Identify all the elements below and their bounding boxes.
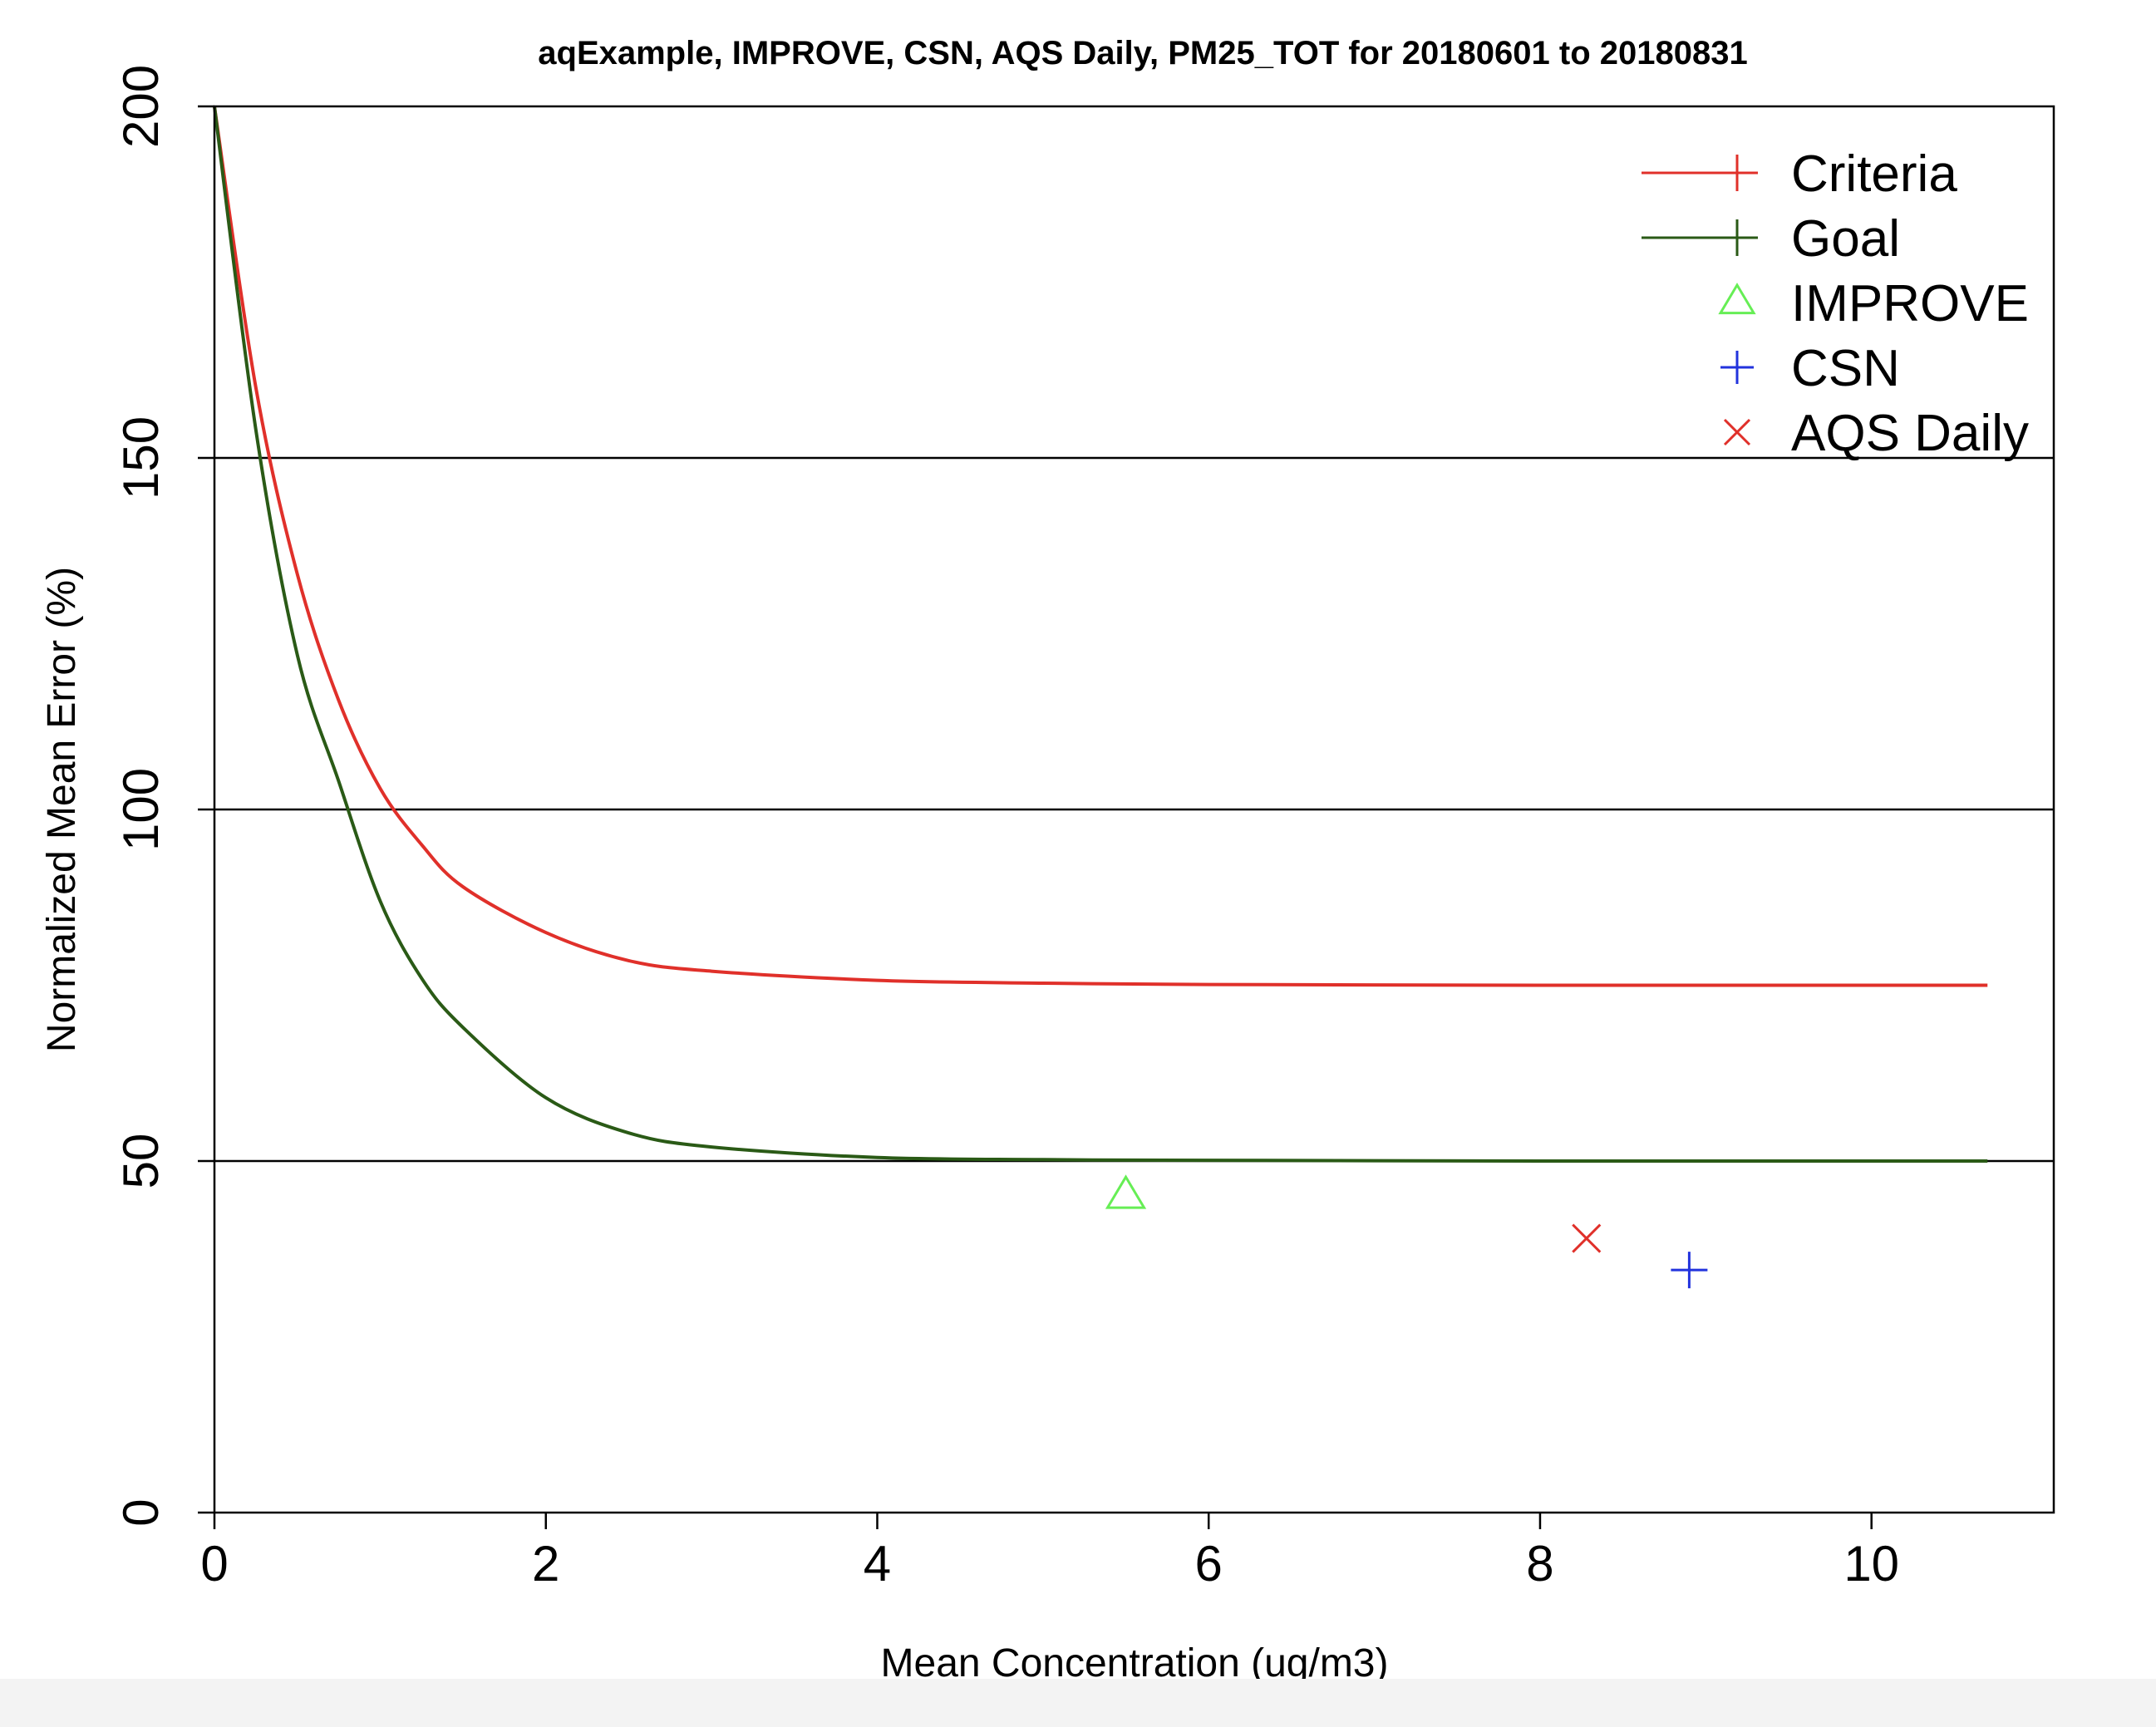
y-tick-label-0: 0 [113, 1498, 169, 1526]
legend: Criteria Goal IMPROVE CSN AQS Daily [1642, 145, 2029, 462]
legend-symbol-csn [1720, 351, 1754, 384]
x-tick-label-2: 2 [532, 1536, 559, 1592]
y-tick-label-150: 150 [113, 416, 169, 499]
legend-item-aqs-daily: AQS Daily [1723, 405, 2029, 462]
legend-label-goal: Goal [1791, 210, 1900, 268]
x-tick-label-8: 8 [1526, 1536, 1553, 1592]
curve-criteria [213, 106, 1988, 987]
y-tick-label-50: 50 [113, 1134, 169, 1189]
x-tick-label-0: 0 [200, 1536, 228, 1592]
data-points [1105, 1174, 1708, 1289]
y-axis: 0 50 100 150 200 [113, 65, 214, 1527]
point-aqs-daily [1572, 1223, 1602, 1253]
x-tick-label-4: 4 [864, 1536, 891, 1592]
legend-label-improve: IMPROVE [1791, 275, 2029, 332]
x-axis-label: Mean Concentration (ug/m3) [881, 1641, 1389, 1685]
legend-symbol-aqs-daily [1723, 418, 1751, 446]
legend-item-csn: CSN [1720, 340, 1900, 397]
chart-title: aqExample, IMPROVE, CSN, AQS Daily, PM25… [538, 35, 1747, 71]
legend-label-aqs-daily: AQS Daily [1791, 405, 2029, 462]
legend-item-criteria: Criteria [1642, 145, 1957, 203]
point-improve [1105, 1174, 1147, 1209]
y-tick-label-100: 100 [113, 768, 169, 851]
x-tick-label-10: 10 [1843, 1536, 1899, 1592]
legend-item-goal: Goal [1642, 210, 1900, 268]
threshold-curves [213, 106, 1988, 1164]
legend-label-csn: CSN [1791, 340, 1900, 397]
x-axis: 0 2 4 6 8 10 [200, 1513, 1899, 1592]
x-tick-label-6: 6 [1195, 1536, 1223, 1592]
point-csn [1671, 1252, 1708, 1289]
legend-item-improve: IMPROVE [1718, 275, 2029, 332]
y-tick-label-200: 200 [113, 65, 169, 148]
legend-label-criteria: Criteria [1791, 145, 1957, 203]
y-axis-label: Normalized Mean Error (%) [40, 567, 84, 1052]
curve-goal [213, 106, 1988, 1164]
window-bottom-edge [0, 1679, 2156, 1727]
legend-symbol-improve [1718, 283, 1756, 315]
